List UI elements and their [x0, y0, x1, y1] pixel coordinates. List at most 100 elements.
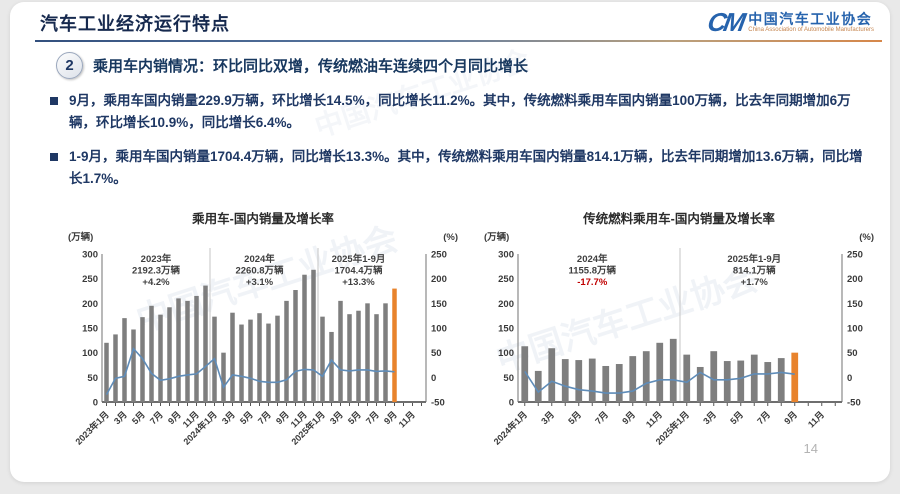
bar	[534, 370, 542, 402]
bar	[383, 303, 388, 402]
svg-text:11月: 11月	[806, 409, 826, 429]
section-title: 乘用车内销情况：环比同比双增，传统燃油车连续四个月同比增长	[93, 58, 529, 75]
svg-text:0: 0	[93, 398, 98, 409]
bar	[257, 313, 262, 402]
svg-text:2023年1月: 2023年1月	[73, 409, 111, 447]
svg-text:50: 50	[847, 348, 858, 359]
bar	[669, 338, 677, 402]
bullet-item: 9月，乘用车国内销量229.9万辆，环比增长14.5%，同比增长11.2%。其中…	[50, 90, 866, 134]
axes	[517, 254, 843, 406]
caam-logo-text-block: 中国汽车工业协会 China Association of Automobile…	[748, 11, 874, 34]
bar	[329, 331, 334, 402]
svg-text:-50: -50	[847, 398, 861, 409]
svg-text:100: 100	[847, 324, 863, 335]
svg-text:150: 150	[82, 324, 98, 335]
svg-text:3月: 3月	[539, 409, 556, 426]
svg-text:11月: 11月	[397, 409, 417, 429]
year-divider-lines	[209, 248, 319, 402]
svg-text:9月: 9月	[782, 409, 799, 426]
svg-text:0: 0	[431, 373, 436, 384]
svg-text:200: 200	[431, 274, 447, 285]
svg-text:250: 250	[847, 250, 863, 261]
bar	[723, 361, 731, 402]
section-heading: 2 乘用车内销情况：环比同比双增，传统燃油车连续四个月同比增长	[56, 52, 528, 79]
svg-text:3月: 3月	[220, 409, 237, 426]
svg-text:9月: 9月	[274, 409, 291, 426]
bar	[284, 300, 289, 402]
bar	[683, 354, 691, 402]
svg-text:50: 50	[87, 373, 98, 384]
year-annotation: 2024年 2260.8万辆+3.1%	[235, 253, 284, 288]
bar	[149, 305, 154, 402]
bar	[248, 319, 253, 402]
growth-rate-line	[105, 347, 395, 395]
slide-card: 中国汽车工业协会 中国汽车工业协会 中国汽车工业协会 汽车工业经济运行特点 CM…	[10, 2, 890, 482]
bar	[588, 358, 596, 402]
bar	[656, 342, 664, 402]
bar	[642, 351, 650, 402]
bar	[777, 358, 785, 402]
bullet-text: 9月，乘用车国内销量229.9万辆，环比增长14.5%，同比增长11.2%。其中…	[69, 93, 851, 130]
bar	[365, 303, 370, 402]
passenger-car-sales-chart: 乘用车-国内销量及增长率 (万辆) (%) 300 250 200 150 100 50 0 25…	[66, 208, 460, 471]
svg-text:9月: 9月	[382, 409, 399, 426]
bar	[131, 329, 136, 402]
year-annotation: 2025年1-9月 814.1万辆+1.7%	[727, 253, 781, 288]
svg-text:7月: 7月	[593, 409, 610, 426]
svg-text:5月: 5月	[238, 409, 255, 426]
bar	[710, 351, 718, 402]
svg-text:150: 150	[847, 299, 863, 310]
bar	[275, 315, 280, 402]
svg-text:9月: 9月	[166, 409, 183, 426]
svg-text:(万辆): (万辆)	[68, 231, 93, 243]
sales-bars	[521, 338, 799, 402]
svg-text:200: 200	[847, 274, 863, 285]
svg-text:200: 200	[82, 299, 98, 310]
bar	[764, 362, 772, 402]
svg-text:(%): (%)	[859, 232, 874, 243]
svg-text:7月: 7月	[755, 409, 772, 426]
svg-text:100: 100	[82, 348, 98, 359]
bar	[615, 364, 623, 402]
svg-text:11月: 11月	[644, 409, 664, 429]
bar	[104, 342, 109, 402]
bullet-square-icon	[50, 97, 58, 105]
svg-text:250: 250	[82, 274, 98, 285]
passenger-car-sales-plot: (万辆) (%) 300 250 200 150 100 50 0 250 200 150 100 50 0…	[68, 231, 458, 447]
bar	[320, 316, 325, 402]
bullet-square-icon	[50, 153, 58, 161]
year-annotation: 2024年 1155.8万辆-17.7%	[568, 253, 616, 288]
svg-text:50: 50	[503, 373, 514, 384]
page-number: 14	[803, 441, 818, 456]
bar	[266, 323, 271, 402]
axes	[101, 254, 427, 406]
svg-text:300: 300	[498, 250, 514, 261]
svg-text:150: 150	[431, 299, 447, 310]
svg-text:7月: 7月	[256, 409, 273, 426]
chart-title: 传统燃料乘用车-国内销量及增长率	[583, 212, 775, 226]
bar	[374, 314, 379, 402]
chart-title: 乘用车-国内销量及增长率	[192, 212, 334, 226]
page-title: 汽车工业经济运行特点	[40, 14, 230, 34]
bar	[696, 366, 704, 402]
svg-text:3月: 3月	[701, 409, 718, 426]
highlight-bar	[392, 288, 397, 402]
bar	[629, 356, 637, 402]
svg-text:3月: 3月	[112, 409, 129, 426]
svg-text:100: 100	[498, 348, 514, 359]
bar	[750, 354, 758, 402]
year-annotation: 2025年1-9月 1704.4万辆+13.3%	[332, 253, 386, 288]
bar	[521, 346, 529, 402]
fuel-car-sales-plot: (万辆) (%) 300 250 200 150 100 50 0 250 200 150 100 50 0…	[484, 231, 874, 447]
growth-rate-line	[524, 370, 795, 394]
caam-logo-mark-icon: CM	[705, 7, 745, 37]
bar	[194, 295, 199, 402]
header-divider	[35, 40, 882, 42]
svg-text:0: 0	[509, 398, 514, 409]
bullet-text: 1-9月，乘用车国内销量1704.4万辆，同比增长13.3%。其中，传统燃料乘用…	[69, 149, 863, 186]
svg-text:7月: 7月	[364, 409, 381, 426]
bar	[575, 360, 583, 402]
bar	[293, 290, 298, 402]
bar	[239, 324, 244, 402]
svg-text:0: 0	[847, 373, 852, 384]
